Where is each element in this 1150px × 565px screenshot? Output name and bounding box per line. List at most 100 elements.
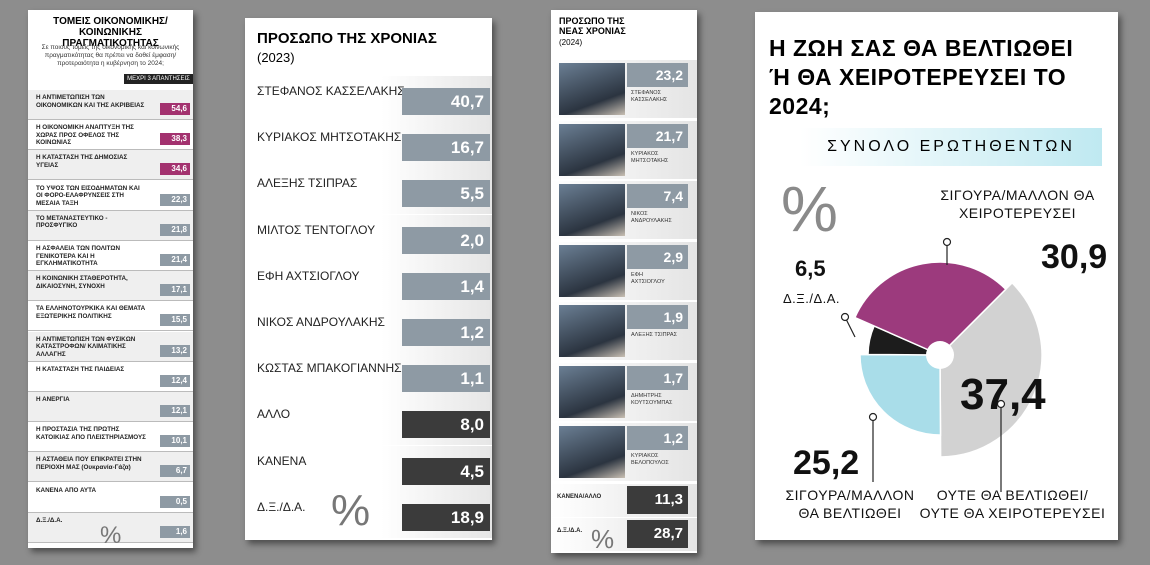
row-label: ΚΑΝΕΝΑ/ΑΛΛΟ [557,494,602,500]
value-label: 21,7 [655,127,683,144]
value-label: 28,7 [653,525,683,542]
row: Η ΑΝΤΙΜΕΤΩΠΙΣΗ ΤΩΝ ΟΙΚΟΝΟΜΙΚΩΝ ΚΑΙ ΤΗΣ Α… [28,90,193,120]
row-label: Η ΑΝΤΙΜΕΤΩΠΙΣΗ ΤΩΝ ΦΥΣΙΚΩΝ ΚΑΤΑΣΤΡΟΦΩΝ/ … [36,335,136,358]
value-label: 12,1 [171,406,187,415]
row-label: Η ΚΟΙΝΩΝΙΚΗ ΣΤΑΘΕΡΟΤΗΤΑ, ΔΙΚΑΙΟΣΥΝΗ, ΣΥΝ… [36,275,128,290]
row: Η ΑΣΤΑΘΕΙΑ ΠΟΥ ΕΠΙΚΡΑΤΕΙ ΣΤΗΝ ΠΕΡΙΟΧΗ ΜΑ… [28,452,193,483]
row-label: ΜΙΛΤΟΣ ΤΕΝΤΟΓΛΟΥ [257,222,376,237]
value-bar: 17,1 [160,284,190,297]
value-label: 13,2 [171,345,187,355]
value-label: 7,4 [663,188,683,204]
row: ΤΟ ΥΨΟΣ ΤΩΝ ΕΙΣΟΔΗΜΑΤΩΝ ΚΑΙ ΟΙ ΦΟΡΟ-ΕΛΑΦ… [28,180,193,211]
row: 21,7 ΚΥΡΙΑΚΟΣ ΜΗΤΣΟΤΑΚΗΣ [551,120,697,179]
row: ΝΙΚΟΣ ΑΝΔΡΟΥΛΑΚΗΣ 1,2 [245,307,492,353]
row-label: ΑΛΛΟ [257,407,291,422]
value-bar: 34,6 [160,163,190,176]
row: Δ.Ξ./Δ.Α. 1,6 [28,512,193,543]
row: Η ΚΑΤΑΣΤΑΣΗ ΤΗΣ ΠΑΙΔΕΙΑΣ 12,4 [28,361,193,392]
value-bar: 5,5 [402,180,490,208]
value-label: 21,4 [171,255,187,264]
value-label: 10,1 [171,436,187,446]
row: ΚΑΝΕΝΑ/ΑΛΛΟ 11,3 [551,484,697,517]
value-bar: 1,6 [160,525,190,538]
percent-sign: % [591,524,615,553]
leader-dot [868,412,878,422]
row-label: Η ΑΝΕΡΓΙΑ [36,396,70,403]
note-tag: ΜΕΧΡΙ 3 ΑΠΑΝΤΗΣΕΙΣ [124,74,193,84]
value-bar: 1,1 [402,365,490,393]
panel-subtitle: Σε ποιους τομείς της οικονομικής και κοι… [41,44,180,67]
value-bar: 22,3 [160,193,190,206]
row-label: ΚΥΡΙΑΚΟΣ ΜΗΤΣΟΤΑΚΗΣ [257,130,402,145]
panel: ΠΡΟΣΩΠΟ ΤΗΣ ΝΕΑΣ ΧΡΟΝΙΑΣ (2024) 23,2 ΣΤΕΦΑΝ… [551,10,697,553]
slice-category-label: Δ.Ξ./Δ.Α. [783,291,841,306]
value-label: 54,6 [171,104,187,113]
row: Η ΚΟΙΝΩΝΙΚΗ ΣΤΑΘΕΡΟΤΗΤΑ, ΔΙΚΑΙΟΣΥΝΗ, ΣΥΝ… [28,271,193,302]
slice-value-label: 37,4 [960,370,1046,419]
value-label: 1,6 [175,526,187,536]
row: ΣΤΕΦΑΝΟΣ ΚΑΣΣΕΛΑΚΗΣ 40,7 [245,76,492,122]
row: ΚΑΝΕΝΑ 4,5 [245,445,492,492]
row-label: Η ΚΑΤΑΣΤΑΣΗ ΤΗΣ ΔΗΜΟΣΙΑΣ ΥΓΕΙΑΣ [36,154,128,169]
panel-title: ΤΟΜΕΙΣ ΟΙΚΟΝΟΜΙΚΗΣ/ ΚΟΙΝΩΝΙΚΗΣ ΠΡΑΓΜΑΤΙΚ… [53,16,168,49]
value-label: 34,6 [171,164,187,174]
panel: Η ΖΩΗ ΣΑΣ ΘΑ ΒΕΛΤΙΩΘΕΙ Ή ΘΑ ΧΕΙΡΟΤΕΡΕΥΣΕ… [755,12,1118,540]
row-label: Δ.Ξ./Δ.Α. [257,499,306,514]
value-label: 5,5 [460,184,484,204]
row: ΚΥΡΙΑΚΟΣ ΜΗΤΣΟΤΑΚΗΣ 16,7 [245,122,492,169]
row-label: ΕΦΗ ΑΧΤΣΙΟΓΛΟΥ [631,271,665,285]
value-bar: 10,1 [160,435,190,448]
row: 1,9 ΑΛΕΞΗΣ ΤΣΙΠΡΑΣ [551,302,697,360]
value-label: 1,2 [663,430,683,446]
row: ΜΙΛΤΟΣ ΤΕΝΤΟΓΛΟΥ 2,0 [245,214,492,261]
panel-subtitle: (2023) [257,50,295,65]
pie-slice [859,353,942,436]
row: ΕΦΗ ΑΧΤΣΙΟΓΛΟΥ 1,4 [245,260,492,307]
row: 1,2 ΚΥΡΙΑΚΟΣ ΒΕΛΟΠΟΥΛΟΣ [551,423,697,481]
value-bar: 21,4 [160,254,190,266]
row-label: ΔΗΜΗΤΡΗΣ ΚΟΥΤΣΟΥΜΠΑΣ [631,392,673,406]
row: 2,9 ΕΦΗ ΑΧΤΣΙΟΓΛΟΥ [551,241,697,300]
pie-svg [840,237,1043,492]
value-bar: 4,5 [402,457,490,485]
value-label: 1,2 [460,323,484,342]
value-bar: 1,4 [402,272,490,300]
row-label: ΣΤΕΦΑΝΟΣ ΚΑΣΣΕΛΑΚΗΣ [257,84,405,98]
row: ΚΑΝΕΝΑ ΑΠΟ ΑΥΤΑ 0,5 [28,482,193,513]
row-label: ΚΑΝΕΝΑ ΑΠΟ ΑΥΤΑ [36,486,97,494]
row: Η ΚΑΤΑΣΤΑΣΗ ΤΗΣ ΔΗΜΟΣΙΑΣ ΥΓΕΙΑΣ 34,6 [28,150,193,181]
value-label: 40,7 [450,92,484,111]
row-label: ΕΦΗ ΑΧΤΣΙΟΓΛΟΥ [257,268,360,283]
slice-value-label: 25,2 [793,444,860,482]
value-bar: 18,9 [402,503,490,531]
row: Δ.Ξ./Δ.Α. 18,9 [245,491,492,538]
value-label: 1,4 [460,276,484,296]
value-bar: 38,3 [160,133,190,146]
slice-value-label: 30,9 [1041,238,1108,276]
pie-slice [853,261,1007,356]
value-bar: 12,4 [160,374,190,387]
value-label: 38,3 [171,134,187,144]
value-label: 8,0 [460,415,484,435]
value-label: 2,0 [460,230,484,250]
slice-category-label: ΣΙΓΟΥΡΑ/ΜΑΛΛΟΝ ΘΑ ΒΕΛΤΙΩΘΕΙ [785,487,915,521]
percent-sign: % [100,522,122,548]
value-bar: 23,2 [627,63,688,87]
value-label: 15,5 [171,315,187,325]
value-bar: 1,9 [627,305,688,329]
portrait [559,63,625,115]
slice-value-label: 6,5 [795,256,826,281]
row-label: Η ΠΡΟΣΤΑΣΙΑ ΤΗΣ ΠΡΩΤΗΣ ΚΑΤΟΙΚΙΑΣ ΑΠΟ ΠΛΕ… [36,426,146,441]
value-label: 21,8 [171,224,187,234]
panel-title: Η ΖΩΗ ΣΑΣ ΘΑ ΒΕΛΤΙΩΘΕΙ Ή ΘΑ ΧΕΙΡΟΤΕΡΕΥΣΕ… [769,35,1074,119]
portrait [559,426,625,478]
leader-dot [840,312,850,322]
row-label: ΝΙΚΟΣ ΑΝΔΡΟΥΛΑΚΗΣ [631,211,672,224]
row: 1,7 ΔΗΜΗΤΡΗΣ ΚΟΥΤΣΟΥΜΠΑΣ [551,362,697,421]
value-bar: 21,8 [160,223,190,236]
portrait [559,305,625,357]
value-bar: 21,7 [627,123,688,148]
row: Η ΟΙΚΟΝΟΜΙΚΗ ΑΝΑΠΤΥΞΗ ΤΗΣ ΧΩΡΑΣ ΠΡΟΣ ΟΦΕ… [28,120,193,151]
value-bar: 0,5 [160,495,190,508]
value-bar: 15,5 [160,314,190,327]
